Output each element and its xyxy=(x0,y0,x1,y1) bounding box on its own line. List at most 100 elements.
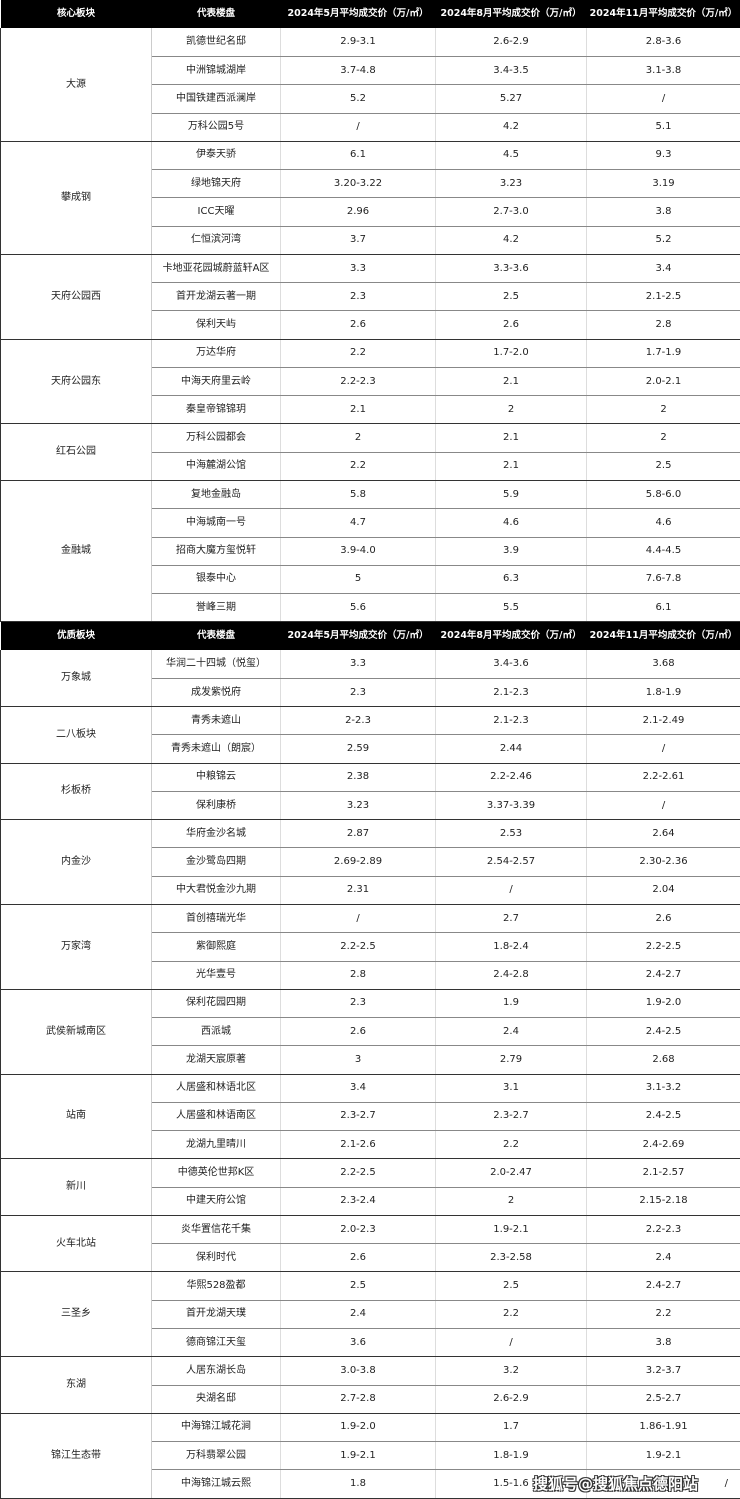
block-name: 大源 xyxy=(0,28,152,142)
may-price: 2.6 xyxy=(280,1243,436,1273)
table-row: 中大君悦金沙九期 2.31/2.04 xyxy=(1,876,740,906)
may-price: 2.4 xyxy=(280,1300,436,1329)
table-row: 仁恒滨河湾 3.7 4.2 5.2 xyxy=(1,226,740,255)
may-price: 2.3 xyxy=(280,282,436,312)
may-price: 3 xyxy=(280,1045,436,1075)
nov-price: 2.64 xyxy=(586,819,740,849)
may-price: 3.6 xyxy=(280,1328,436,1358)
may-price: 2-2.3 xyxy=(280,706,436,736)
nov-price: 3.8 xyxy=(586,1328,740,1358)
may-price: 2.3-2.7 xyxy=(280,1102,436,1132)
nov-price: 5.8-6.0 xyxy=(586,480,740,510)
aug-price: 1.8-1.9 xyxy=(435,1441,587,1471)
may-price: 5.2 xyxy=(280,84,436,114)
may-price: 2.87 xyxy=(280,819,436,849)
header-may-price: 2024年5月平均成交价（万/㎡） xyxy=(280,621,436,651)
project-name: 万科翡翠公园 xyxy=(151,1441,281,1471)
may-price: 2.0-2.3 xyxy=(280,1215,436,1245)
header-project: 代表楼盘 xyxy=(151,621,281,651)
project-name: 青秀未遮山（朗宸） xyxy=(151,734,281,764)
nov-price: 2.15-2.18 xyxy=(586,1187,740,1216)
header-aug-price: 2024年8月平均成交价（万/㎡） xyxy=(435,0,587,29)
table-row: 天府公园东 万达华府 2.2 1.7-2.0 1.7-1.9 xyxy=(0,339,740,425)
table-row: 新川 中德英伦世邦K区 2.2-2.5 2.0-2.47 2.1-2.57 xyxy=(0,1158,740,1216)
aug-price: 5.9 xyxy=(435,480,587,510)
nov-price: 1.9-2.0 xyxy=(586,989,740,1019)
project-name: 德商锦江天玺 xyxy=(151,1328,281,1358)
table-row: 金沙鹭岛四期 2.69-2.89 2.54-2.57 2.30-2.36 xyxy=(1,847,740,877)
project-name: 成发紫悦府 xyxy=(151,678,281,708)
nov-price: 2.8 xyxy=(586,310,740,340)
nov-price: 2.6 xyxy=(586,904,740,934)
project-name: 绿地锦天府 xyxy=(151,169,281,199)
project-name: 万科公园5号 xyxy=(151,113,281,142)
nov-price: 2.2 xyxy=(586,1300,740,1329)
may-price: 3.9-4.0 xyxy=(280,537,436,566)
nov-price: 2.4-2.5 xyxy=(586,1017,740,1047)
table-row: 保利康桥 3.23 3.37-3.39/ xyxy=(1,791,740,821)
nov-price: 9.3 xyxy=(586,141,740,171)
block-name: 火车北站 xyxy=(0,1215,152,1273)
project-name: 西派城 xyxy=(151,1017,281,1047)
nov-price: 4.6 xyxy=(586,508,740,538)
nov-price: 6.1 xyxy=(586,593,740,623)
may-price: 2.38 xyxy=(280,763,436,792)
aug-price: 2.44 xyxy=(435,734,587,764)
project-name: 中国铁建西派澜岸 xyxy=(151,84,281,114)
nov-price: 2.0-2.1 xyxy=(586,367,740,397)
nov-price: 2 xyxy=(586,423,740,453)
may-price: 2.69-2.89 xyxy=(280,847,436,877)
aug-price: 2.7-3.0 xyxy=(435,197,587,227)
project-name: 中建天府公馆 xyxy=(151,1187,281,1216)
block-name: 攀成钢 xyxy=(0,141,152,255)
table-row: 首开龙湖云著一期 2.3 2.5 2.1-2.5 xyxy=(1,282,740,312)
project-name: 秦皇帝锦锦玥 xyxy=(151,395,281,425)
may-price: / xyxy=(280,113,436,142)
project-name: 首开龙湖天璞 xyxy=(151,1300,281,1329)
table-row: 攀成钢 伊泰天骄 6.1 4.5 9.3 xyxy=(0,141,740,255)
table-row: 龙湖九里晴川 2.1-2.6 2.2 2.4-2.69 xyxy=(1,1130,740,1160)
may-price: 2.8 xyxy=(280,961,436,990)
may-price: 3.20-3.22 xyxy=(280,169,436,199)
may-price: 3.23 xyxy=(280,791,436,821)
nov-price: / xyxy=(586,734,740,764)
header-may-price: 2024年5月平均成交价（万/㎡） xyxy=(280,0,436,29)
aug-price: 2.4 xyxy=(435,1017,587,1047)
nov-price: 2.68 xyxy=(586,1045,740,1075)
aug-price: 1.9-2.1 xyxy=(435,1215,587,1245)
project-name: 伊泰天骄 xyxy=(151,141,281,171)
aug-price: 2.6-2.9 xyxy=(435,28,587,58)
aug-price: 2.5 xyxy=(435,282,587,312)
may-price: 2.1-2.6 xyxy=(280,1130,436,1160)
table-row: 锦江生态带 中海锦江城花涧 1.9-2.0 1.7 1.86-1.91 xyxy=(0,1413,740,1499)
block-name: 武侯新城南区 xyxy=(0,989,152,1075)
table-row: 光华壹号 2.8 2.4-2.8 2.4-2.7 xyxy=(1,961,740,990)
nov-price: 3.1-3.8 xyxy=(586,56,740,86)
aug-price: 2.6-2.9 xyxy=(435,1385,587,1414)
table-row: 绿地锦天府 3.20-3.22 3.23 3.19 xyxy=(1,169,740,199)
nov-price: 2 xyxy=(586,395,740,425)
block-name: 三圣乡 xyxy=(0,1271,152,1358)
project-name: 中粮锦云 xyxy=(151,763,281,792)
table-row: 东湖 人居东湖长岛 3.0-3.8 3.2 3.2-3.7 xyxy=(0,1356,740,1414)
may-price: 1.9-2.0 xyxy=(280,1413,436,1443)
header-block: 核心板块 xyxy=(0,0,152,29)
table-row: 中海麓湖公馆 2.2 2.1 2.5 xyxy=(1,452,740,482)
block-name: 杉板桥 xyxy=(0,763,152,821)
nov-price: / xyxy=(586,84,740,114)
table-row: 中国铁建西派澜岸 5.2 5.27/ xyxy=(1,84,740,114)
aug-price: 3.2 xyxy=(435,1356,587,1386)
project-name: 万科公园都会 xyxy=(151,423,281,453)
nov-price: 2.4-2.7 xyxy=(586,961,740,990)
header-nov-price: 2024年11月平均成交价（万/㎡） xyxy=(586,0,740,29)
aug-price: / xyxy=(435,1328,587,1358)
table-row: 秦皇帝锦锦玥 2.1 2 2 xyxy=(1,395,740,425)
may-price: 5.6 xyxy=(280,593,436,623)
table-row: 万家湾 首创禧瑞光华/2.7 2.6 xyxy=(0,904,740,990)
may-price: 2.3-2.4 xyxy=(280,1187,436,1216)
table-row: 中海城南一号 4.7 4.6 4.6 xyxy=(1,508,740,538)
may-price: 2.5 xyxy=(280,1271,436,1301)
may-price: 2.6 xyxy=(280,1017,436,1047)
aug-price: 2.1-2.3 xyxy=(435,678,587,708)
may-price: 4.7 xyxy=(280,508,436,538)
